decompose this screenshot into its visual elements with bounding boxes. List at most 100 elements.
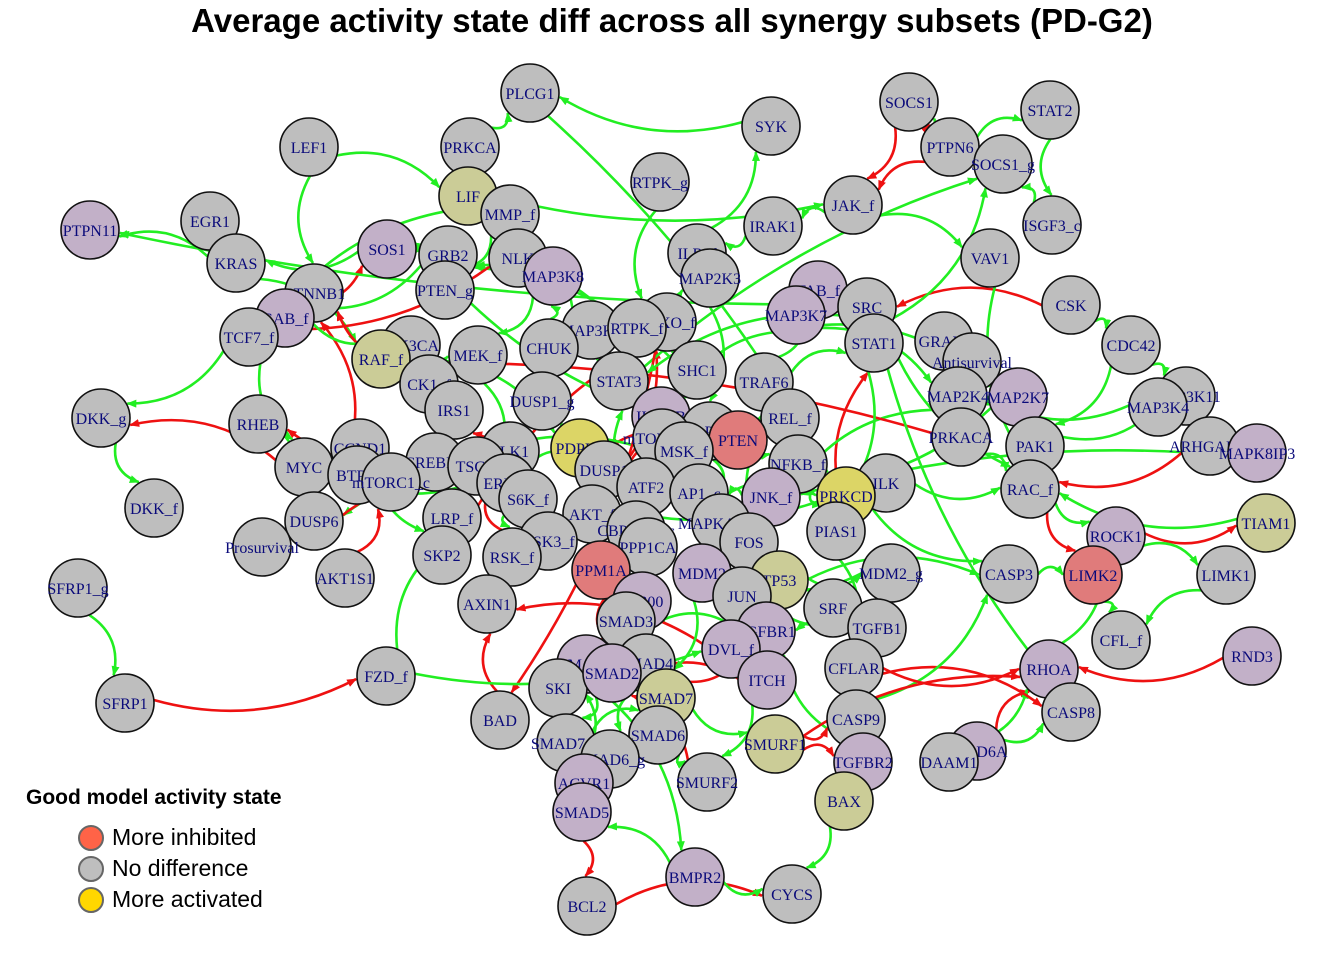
node-circle [412,525,472,585]
node-label: TIAM1 [1242,516,1291,533]
node-pten-g: PTEN_g [415,260,475,320]
node-label: DKK_g [76,411,127,428]
node-circle [279,117,339,177]
node-cycs: CYCS [762,864,822,924]
node-pten: PTEN [708,410,768,470]
activation-edge-dkk-g-to-dkk-f [113,442,140,484]
inhibition-edge-rnd3-to-rhoa [1078,656,1224,683]
node-lef1: LEF1 [279,117,339,177]
node-label: PTPN6 [926,140,973,157]
legend-swatch-none [78,855,104,882]
activation-edge-stat1-to-socs1-g [890,187,988,321]
node-label: PRKACA [929,430,994,447]
node-prosurvival: Prosurvival [225,517,299,577]
node-label: SMAD3 [599,614,653,631]
node-label: RSK_f [490,550,535,567]
node-ski: SKI [528,658,588,718]
node-label: RHEB [237,417,280,434]
activation-edge-rtpk-g-to-rtpk-f [633,209,657,300]
node-label: FOS [734,535,763,552]
node-label: BCL2 [567,899,606,916]
node-label: DUSP1 [580,463,629,480]
node-label: FZD_f [364,669,408,686]
inhibition-edge-bad-to-axin1 [481,632,498,693]
node-label: PIAS1 [815,524,858,541]
legend-label: More inhibited [112,824,257,850]
node-circle [228,394,288,454]
inhibition-edge-rac-f-to-limk2 [1045,512,1077,553]
inhibition-edge-smurf1-to-tgfbr2 [802,743,835,757]
node-circle [589,351,649,411]
node-label: PRKCA [443,140,497,157]
node-circle [1022,195,1082,255]
node-label: AXIN1 [463,597,511,614]
node-skp2: SKP2 [412,525,472,585]
activation-edge-lef1-to-lif [336,151,441,189]
node-label: CFL_f [1100,633,1143,650]
node-label: S6K_f [507,492,549,509]
node-circle [973,134,1033,194]
node-label: MEK_f [454,348,504,365]
inhibition-edge-cflar-to-casp8 [882,665,1043,708]
node-label: AKT1S1 [316,571,374,588]
activation-edge-irak1-to-ilr-f [724,235,747,252]
activation-edge-prkcd-to-casp3 [871,507,983,566]
node-label: ROCK1 [1090,529,1142,546]
node-mek-f: MEK_f [448,325,508,385]
legend-swatch-inhibited [78,824,104,851]
node-mtorc1-c: mTORC1_c [352,452,430,512]
node-label: PLCG1 [506,86,555,103]
activation-edge-mdm2-to-smad7 [673,600,699,671]
node-label: LIMK1 [1202,568,1251,585]
node-axin1: AXIN1 [457,574,517,634]
activation-edge-itch-to-smurf2 [721,704,754,758]
node-label: SOCS1 [885,95,933,112]
node-label: MAP3K4 [1127,400,1189,417]
node-label: SMAD5 [555,805,609,822]
node-circle [71,388,131,448]
activation-edge-limk1-to-cfl-f [1145,588,1202,626]
node-rsk-f: RSK_f [482,527,542,587]
node-circle [607,298,667,358]
activation-edge-ilk-to-rac-f [914,483,1001,501]
node-label: GRB2 [428,248,469,265]
node-label: SMAD7 [639,691,693,708]
activation-edge-sfrp1-g-to-sfrp1 [88,613,120,677]
node-circle [665,847,725,907]
node-myc: MYC [274,437,334,497]
legend-item-more-inhibited: More inhibited [78,822,282,853]
node-label: SRC [852,300,882,317]
node-label: LIMK2 [1069,568,1118,585]
node-circle [482,527,542,587]
node-label: PTEN [718,433,758,450]
node-circle [206,233,266,293]
node-jnk-f: JNK_f [741,467,801,527]
activation-edge-csk-to-cdc42 [1094,317,1112,330]
legend-swatch-activated [78,886,104,913]
node-label: VAV1 [971,251,1010,268]
inhibition-edge-arhgap24-to-rac-f [1058,451,1183,489]
node-circle [745,714,805,774]
node-syk: SYK [741,96,801,156]
inhibition-edge-smurf1-to-casp9 [802,726,829,741]
node-limk2: LIMK2 [1063,545,1123,605]
node-rheb: RHEB [228,394,288,454]
node-label: SOCS1_g [971,157,1035,174]
node-rac-f: RAC_f [1000,459,1060,519]
node-circle [448,325,508,385]
legend-item-no-difference: No difference [78,853,282,884]
node-label: CHUK [526,341,572,358]
node-bax: BAX [814,771,874,831]
inhibition-edge-rock1-to-tiam1 [1144,524,1237,545]
node-label: DAAM1 [921,755,978,772]
activation-edge-isgf3-c-to-socs1-g [1020,182,1037,203]
node-label: IRAK1 [749,219,796,236]
node-label: RHOA [1026,662,1072,679]
activation-edge-cdc42-to-map3k11 [1151,362,1170,377]
node-circle [1000,459,1060,519]
node-circle [630,152,690,212]
node-circle [960,228,1020,288]
node-circle [680,248,740,308]
node-circle [512,371,572,431]
node-label: AKT_f [569,507,616,524]
